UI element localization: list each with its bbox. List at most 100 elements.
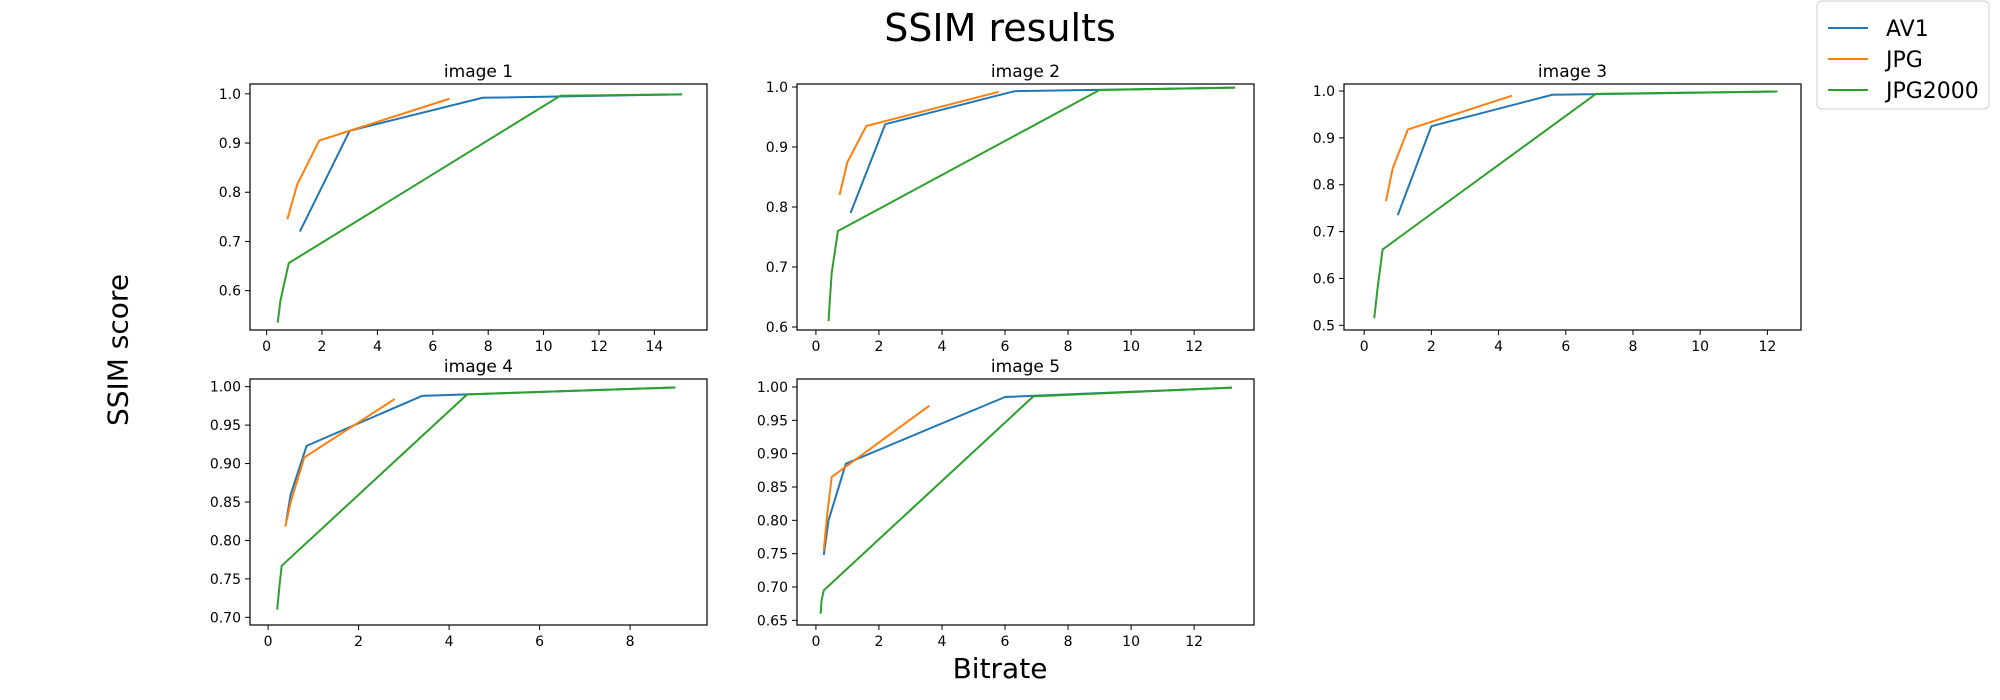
series-line-av1-image-4 bbox=[285, 386, 676, 522]
y-tick-label: 0.8 bbox=[219, 185, 241, 201]
x-tick-label: 2 bbox=[354, 634, 363, 650]
legend: AV1 JPG JPG2000 bbox=[1816, 0, 1990, 110]
y-tick-label: 0.85 bbox=[210, 495, 241, 511]
series-line-jpg2000-image-4 bbox=[276, 386, 676, 610]
y-tick-label: 0.95 bbox=[210, 418, 241, 434]
x-tick-label: 12 bbox=[1185, 634, 1203, 650]
subplot-4: image 4 0 2 4 6 8 0.70 0.75 0.80 0.85 0.90 0.95 1.00 bbox=[210, 357, 708, 650]
subplot-title: image 4 bbox=[444, 357, 513, 377]
x-tick-label: 6 bbox=[1561, 339, 1570, 355]
subplot-5: image 5 0 2 4 6 8 10 12 0.65 0.70 0.75 0.80 0.85 0.90… bbox=[757, 357, 1255, 650]
figure-x-axis-label: Bitrate bbox=[952, 652, 1048, 685]
legend-label-jpg2000: JPG2000 bbox=[1884, 79, 1979, 104]
y-tick-label: 0.80 bbox=[210, 533, 241, 549]
x-tick-label: 10 bbox=[1691, 339, 1709, 355]
subplot-3: image 3 0 2 4 6 8 10 12 0.5 0.6 0.7 0.8 0.9 1.0 bbox=[1313, 62, 1802, 355]
subplot-title: image 3 bbox=[1538, 62, 1607, 82]
y-tick-label: 0.75 bbox=[210, 572, 241, 588]
x-tick-label: 12 bbox=[590, 339, 608, 355]
x-tick-label: 8 bbox=[626, 634, 635, 650]
x-tick-label: 6 bbox=[1001, 634, 1010, 650]
x-tick-label: 10 bbox=[535, 339, 553, 355]
subplot-title: image 2 bbox=[991, 62, 1060, 82]
y-tick-label: 0.9 bbox=[1313, 131, 1335, 147]
x-tick-label: 6 bbox=[428, 339, 437, 355]
y-tick-label: 0.70 bbox=[757, 580, 788, 596]
x-tick-label: 12 bbox=[1758, 339, 1776, 355]
x-tick-label: 12 bbox=[1185, 339, 1203, 355]
series-line-jpg-image-5 bbox=[822, 404, 930, 551]
x-tick-label: 2 bbox=[1427, 339, 1436, 355]
series-line-jpg2000-image-2 bbox=[827, 86, 1236, 322]
legend-label-av1: AV1 bbox=[1886, 17, 1929, 42]
y-tick-label: 0.7 bbox=[766, 260, 788, 276]
y-tick-label: 0.6 bbox=[219, 284, 241, 300]
series-line-jpg-image-4 bbox=[284, 398, 396, 527]
x-tick-label: 0 bbox=[811, 634, 820, 650]
x-tick-label: 8 bbox=[484, 339, 493, 355]
y-tick-label: 0.8 bbox=[1313, 178, 1335, 194]
x-tick-label: 2 bbox=[874, 634, 883, 650]
y-tick-label: 0.90 bbox=[210, 457, 241, 473]
x-tick-label: 6 bbox=[535, 634, 544, 650]
axes-frame bbox=[1343, 83, 1802, 331]
axes-frame bbox=[796, 378, 1255, 626]
y-tick-label: 0.7 bbox=[219, 234, 241, 250]
x-tick-label: 10 bbox=[1122, 339, 1140, 355]
subplot-title: image 5 bbox=[991, 357, 1060, 377]
figure-title: SSIM results bbox=[884, 6, 1116, 50]
x-tick-label: 4 bbox=[373, 339, 382, 355]
series-line-jpg2000-image-5 bbox=[819, 386, 1232, 614]
series-line-jpg-image-2 bbox=[838, 90, 999, 196]
subplot-1: image 1 0 2 4 6 8 10 12 14 0.6 0.7 0.8 0.9 1.0 bbox=[219, 62, 708, 355]
x-tick-label: 0 bbox=[811, 339, 820, 355]
y-tick-label: 1.0 bbox=[219, 87, 241, 103]
x-tick-label: 4 bbox=[445, 634, 454, 650]
y-tick-label: 0.90 bbox=[757, 447, 788, 463]
x-tick-label: 4 bbox=[938, 339, 947, 355]
subplot-title: image 1 bbox=[444, 62, 513, 82]
y-tick-label: 0.6 bbox=[1313, 271, 1335, 287]
y-tick-label: 0.6 bbox=[766, 320, 788, 336]
x-tick-label: 0 bbox=[264, 634, 273, 650]
y-tick-label: 0.70 bbox=[210, 610, 241, 626]
y-tick-label: 0.8 bbox=[766, 200, 788, 216]
x-tick-label: 4 bbox=[1494, 339, 1503, 355]
x-tick-label: 0 bbox=[262, 339, 271, 355]
y-tick-label: 0.9 bbox=[219, 136, 241, 152]
x-tick-label: 6 bbox=[1001, 339, 1010, 355]
series-line-jpg2000-image-1 bbox=[276, 93, 683, 323]
series-line-jpg-image-1 bbox=[286, 97, 450, 220]
x-tick-label: 10 bbox=[1122, 634, 1140, 650]
y-tick-label: 1.00 bbox=[757, 380, 788, 396]
series-line-av1-image-5 bbox=[822, 386, 1232, 556]
x-tick-label: 0 bbox=[1360, 339, 1369, 355]
x-tick-label: 4 bbox=[938, 634, 947, 650]
x-tick-label: 14 bbox=[645, 339, 663, 355]
x-tick-label: 8 bbox=[1064, 339, 1073, 355]
subplot-2: image 2 0 2 4 6 8 10 12 0.6 0.7 0.8 0.9 1.0 bbox=[766, 62, 1255, 355]
y-tick-label: 0.9 bbox=[766, 140, 788, 156]
x-tick-label: 8 bbox=[1064, 634, 1073, 650]
y-tick-label: 0.5 bbox=[1313, 318, 1335, 334]
y-tick-label: 1.0 bbox=[766, 80, 788, 96]
y-tick-label: 1.00 bbox=[210, 380, 241, 396]
legend-label-jpg: JPG bbox=[1884, 48, 1923, 73]
axes-frame bbox=[249, 378, 708, 626]
y-tick-label: 0.65 bbox=[757, 613, 788, 629]
series-line-jpg-image-3 bbox=[1385, 94, 1513, 202]
y-tick-label: 0.7 bbox=[1313, 225, 1335, 241]
series-line-jpg2000-image-3 bbox=[1373, 90, 1778, 319]
series-line-av1-image-1 bbox=[298, 93, 683, 233]
x-tick-label: 2 bbox=[318, 339, 327, 355]
y-tick-label: 0.80 bbox=[757, 513, 788, 529]
axes-frame bbox=[249, 83, 708, 331]
y-tick-label: 0.75 bbox=[757, 547, 788, 563]
x-tick-label: 8 bbox=[1629, 339, 1638, 355]
axes-frame bbox=[796, 83, 1255, 331]
y-tick-label: 0.95 bbox=[757, 413, 788, 429]
x-tick-label: 2 bbox=[874, 339, 883, 355]
y-tick-label: 0.85 bbox=[757, 480, 788, 496]
